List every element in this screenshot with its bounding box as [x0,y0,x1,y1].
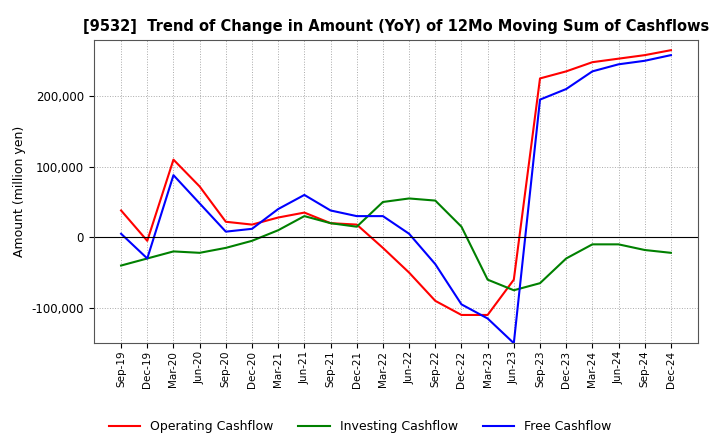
Investing Cashflow [510,288,518,293]
Operating Cashflow [431,298,440,304]
Operating Cashflow [510,277,518,282]
Operating Cashflow [614,56,623,61]
Free Cashflow [536,97,544,102]
Free Cashflow [248,226,256,231]
Free Cashflow [352,213,361,219]
Investing Cashflow [457,224,466,229]
Operating Cashflow [457,312,466,318]
Investing Cashflow [536,281,544,286]
Operating Cashflow [274,215,282,220]
Free Cashflow [274,206,282,212]
Operating Cashflow [667,48,675,53]
Investing Cashflow [195,250,204,256]
Investing Cashflow [614,242,623,247]
Operating Cashflow [588,59,597,65]
Operating Cashflow [562,69,570,74]
Free Cashflow [195,201,204,206]
Operating Cashflow [640,52,649,58]
Operating Cashflow [379,245,387,250]
Operating Cashflow [352,222,361,227]
Free Cashflow [562,86,570,92]
Operating Cashflow [405,270,413,275]
Free Cashflow [588,69,597,74]
Operating Cashflow [117,208,125,213]
Investing Cashflow [667,250,675,256]
Investing Cashflow [562,256,570,261]
Investing Cashflow [379,199,387,205]
Free Cashflow [326,208,335,213]
Operating Cashflow [195,184,204,189]
Line: Operating Cashflow: Operating Cashflow [121,50,671,315]
Operating Cashflow [300,210,309,215]
Free Cashflow [614,62,623,67]
Y-axis label: Amount (million yen): Amount (million yen) [13,126,26,257]
Legend: Operating Cashflow, Investing Cashflow, Free Cashflow: Operating Cashflow, Investing Cashflow, … [104,415,616,438]
Investing Cashflow [405,196,413,201]
Investing Cashflow [222,245,230,250]
Line: Investing Cashflow: Investing Cashflow [121,198,671,290]
Free Cashflow [169,172,178,178]
Free Cashflow [640,58,649,63]
Operating Cashflow [143,238,152,243]
Free Cashflow [483,316,492,321]
Operating Cashflow [248,222,256,227]
Investing Cashflow [117,263,125,268]
Free Cashflow [457,302,466,307]
Investing Cashflow [300,213,309,219]
Operating Cashflow [222,219,230,224]
Operating Cashflow [326,220,335,226]
Free Cashflow [379,213,387,219]
Title: [9532]  Trend of Change in Amount (YoY) of 12Mo Moving Sum of Cashflows: [9532] Trend of Change in Amount (YoY) o… [83,19,709,34]
Investing Cashflow [248,238,256,243]
Investing Cashflow [483,277,492,282]
Line: Free Cashflow: Free Cashflow [121,55,671,343]
Free Cashflow [143,256,152,261]
Free Cashflow [510,341,518,346]
Free Cashflow [667,52,675,58]
Investing Cashflow [640,247,649,253]
Investing Cashflow [431,198,440,203]
Operating Cashflow [169,157,178,162]
Operating Cashflow [536,76,544,81]
Investing Cashflow [352,224,361,229]
Free Cashflow [117,231,125,236]
Operating Cashflow [483,312,492,318]
Free Cashflow [431,261,440,267]
Investing Cashflow [143,256,152,261]
Free Cashflow [300,192,309,198]
Free Cashflow [405,231,413,236]
Investing Cashflow [169,249,178,254]
Free Cashflow [222,229,230,234]
Investing Cashflow [274,227,282,233]
Investing Cashflow [588,242,597,247]
Investing Cashflow [326,220,335,226]
